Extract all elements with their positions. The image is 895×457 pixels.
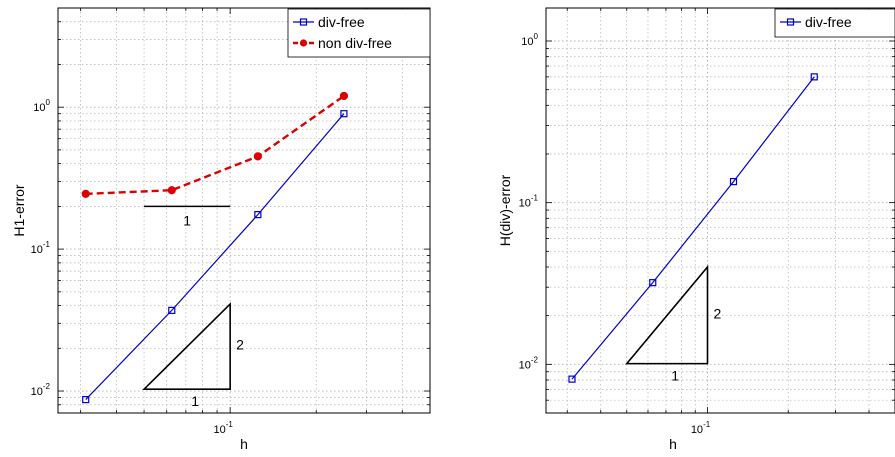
- legend-entry: non div-free: [318, 35, 392, 51]
- data-point: [81, 189, 90, 198]
- y-tick-label: 10-2: [31, 382, 51, 398]
- tick-marks: [58, 7, 431, 414]
- data-point: [168, 306, 176, 314]
- data-point: [167, 186, 176, 195]
- triangle-run-label: 1: [671, 368, 679, 384]
- data-point: [339, 91, 349, 101]
- triangle-rise-label: 2: [714, 305, 722, 321]
- axes-box: [57, 7, 431, 414]
- series-line-1: [571, 76, 815, 380]
- y-axis-label: H1-error: [11, 184, 27, 236]
- chart-panel-1: 100 10-1 10-2 10-1 h H1-error 1 1 2 div-free non d…: [11, 7, 431, 452]
- legend-entry: div-free: [318, 14, 365, 30]
- y-tick-label: 100: [33, 98, 50, 114]
- data-point: [82, 396, 90, 404]
- series-line-2: [85, 94, 345, 196]
- triangle-run-label: 1: [191, 393, 199, 409]
- x-tick-label: 10-1: [691, 420, 711, 436]
- chart-panel-2: 100 10-1 10-2 10-1 h H(div)-error 1 2 div-free: [497, 7, 895, 452]
- data-point: [649, 279, 657, 287]
- data-point: [810, 73, 818, 81]
- y-tick-label: 10-1: [519, 194, 539, 210]
- plot-area: [546, 8, 895, 413]
- series-line-1: [85, 113, 345, 401]
- data-point: [253, 152, 262, 161]
- series-group: [81, 91, 349, 404]
- plot-area: [58, 8, 430, 413]
- x-tick-label: 10-1: [213, 420, 233, 436]
- data-point: [568, 375, 576, 383]
- triangle-rise-label: 2: [236, 337, 244, 353]
- data-point: [729, 177, 738, 186]
- y-axis-label: H(div)-error: [497, 174, 513, 246]
- legend: div-free: [774, 8, 895, 38]
- x-axis-label: h: [669, 436, 677, 452]
- slope-triangle: [625, 264, 709, 365]
- legend: div-free non div-free: [287, 8, 431, 58]
- x-axis-label: h: [240, 436, 248, 452]
- data-point: [340, 110, 348, 118]
- slope-line-label: 1: [183, 212, 191, 228]
- data-point: [254, 211, 262, 219]
- y-tick-label: 10-1: [31, 240, 51, 256]
- series-group: [568, 73, 818, 383]
- axes-box: [545, 7, 895, 414]
- slope-triangle: [142, 302, 231, 390]
- y-tick-label: 100: [521, 32, 538, 48]
- y-tick-label: 10-2: [519, 355, 539, 371]
- legend-entry: div-free: [805, 14, 852, 30]
